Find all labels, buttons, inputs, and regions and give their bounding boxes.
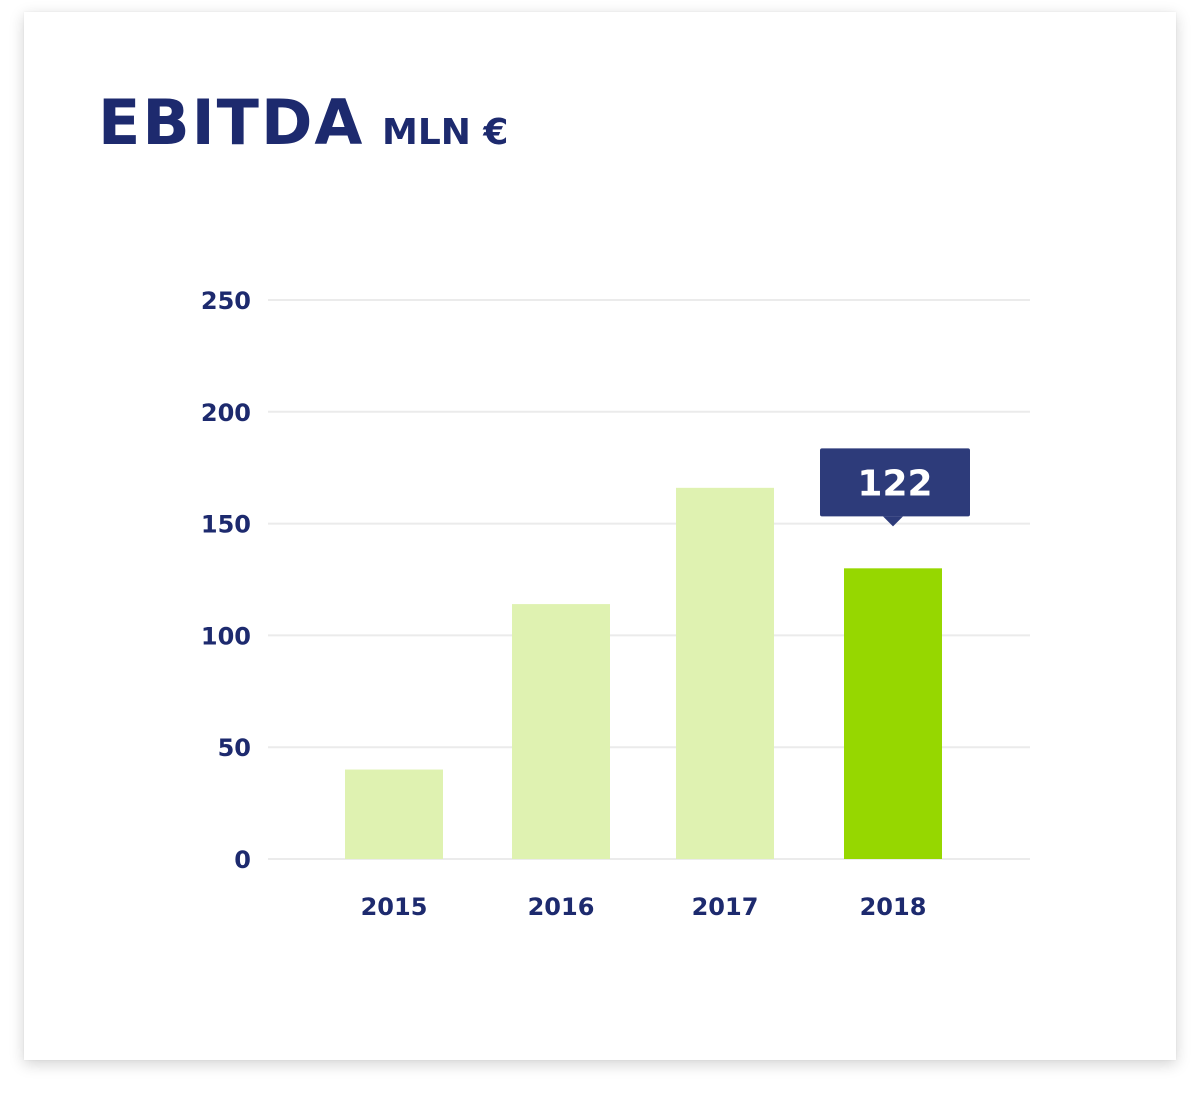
bar-2015[interactable] (345, 770, 443, 859)
tooltip-pointer (883, 516, 903, 526)
tooltip-layer: 122 (820, 448, 970, 526)
bar-2018[interactable] (844, 568, 942, 859)
y-tick-label: 250 (201, 287, 251, 315)
y-tick-label: 100 (201, 622, 251, 650)
x-tick-label: 2016 (528, 893, 595, 921)
y-tick-label: 50 (218, 734, 251, 762)
x-tick-label: 2017 (692, 893, 759, 921)
bar-layer (345, 488, 942, 859)
tooltip-value: 122 (857, 463, 932, 504)
x-tick-label: 2015 (361, 893, 428, 921)
chart-card: EBITDA MLN € 0 50 100 150 200 250 2015 2016 2017… (24, 12, 1176, 1060)
bar-chart: 0 50 100 150 200 250 2015 2016 2017 2018 122 (24, 12, 1176, 1060)
x-tick-label: 2018 (860, 893, 927, 921)
bar-2017[interactable] (676, 488, 774, 859)
bar-2016[interactable] (512, 604, 610, 859)
y-tick-label: 0 (234, 846, 251, 874)
y-tick-label: 200 (201, 399, 251, 427)
y-tick-label: 150 (201, 511, 251, 539)
